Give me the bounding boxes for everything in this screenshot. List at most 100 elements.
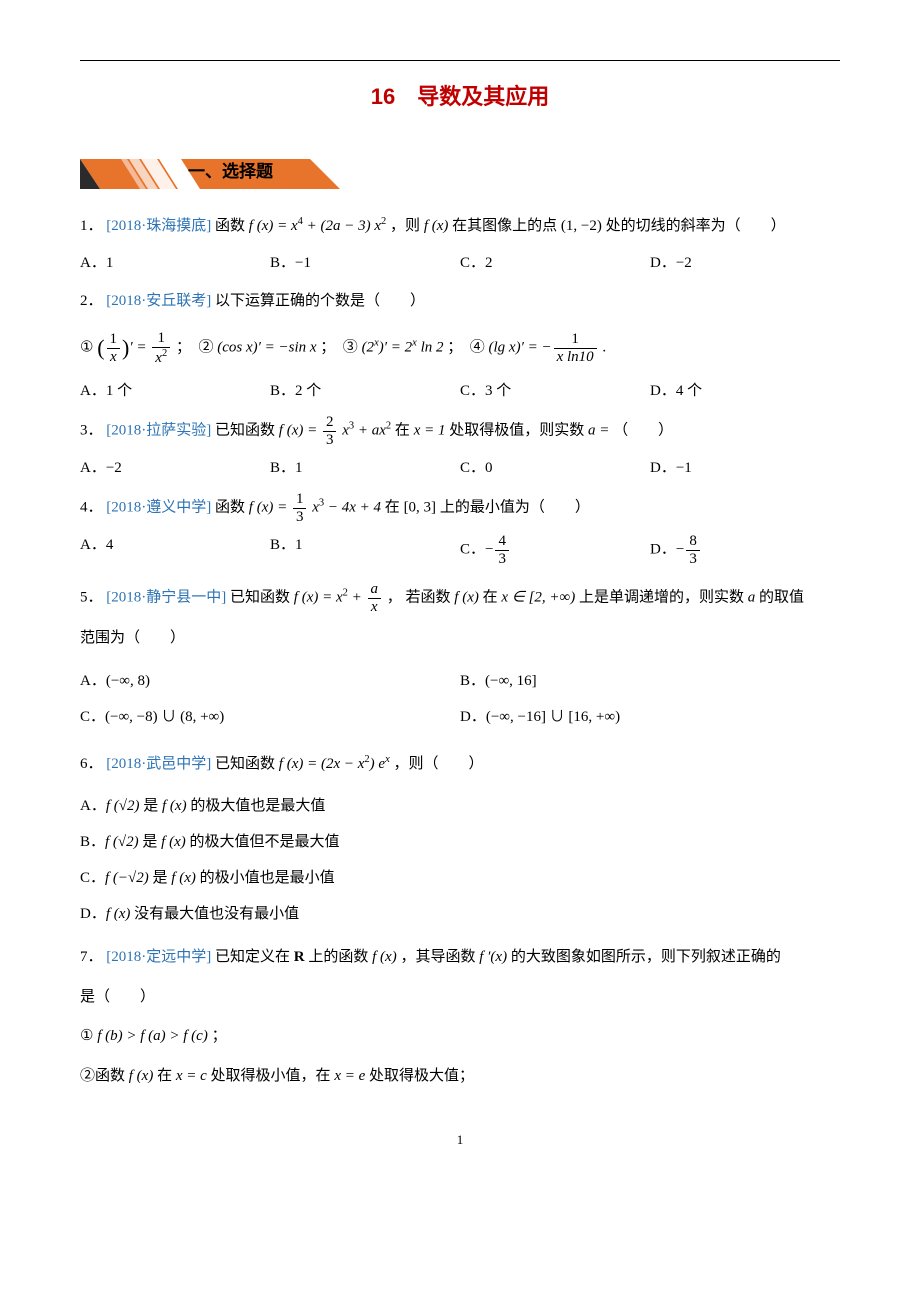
q6-opt-a: A．f (√2) 是 f (x) 的极大值也是最大值 [80, 788, 840, 824]
q1-text-b: ，则 [390, 218, 424, 234]
question-5: 5． [2018·静宁县一中] 已知函数 f (x) = x2 + ax ， 若… [80, 581, 840, 615]
q1-options: A．1 B．−1 C．2 D．−2 [80, 251, 840, 272]
q3-at: x = 1 [414, 423, 446, 439]
q7-stmt2: ②函数 f (x) 在 x = c 处取得极小值，在 x = e 处取得极大值； [80, 1061, 840, 1093]
q7-s2-mark: ②函数 [80, 1068, 129, 1084]
t1: 是 [149, 870, 172, 886]
q4-source: [2018·遵义中学] [106, 500, 211, 516]
num: 1 [293, 491, 307, 509]
q5-a: a [748, 590, 756, 606]
q3-after: x [338, 423, 348, 439]
den: 3 [323, 432, 337, 449]
q7-s2-fx: f (x) [129, 1068, 154, 1084]
q2-item1-mark: ① [80, 340, 93, 356]
q7-fpx: f ′(x) [479, 949, 507, 965]
q1-text-d: 处的切线的斜率为（ ） [606, 218, 786, 234]
chapter-title: 16 导数及其应用 [80, 79, 840, 111]
question-4: 4． [2018·遵义中学] 函数 f (x) = 13 x3 − 4x + 4… [80, 491, 840, 525]
den-exp: 2 [162, 348, 167, 359]
q1-exp2: 2 [381, 216, 386, 227]
question-1: 1． [2018·珠海摸底] 函数 f (x) = x4 + (2a − 3) … [80, 211, 840, 243]
q4-num: 4． [80, 500, 103, 516]
q5-opt-b: B．(−∞, 16] [460, 663, 840, 699]
q3-options: A．−2 B．1 C．0 D．−1 [80, 456, 840, 477]
q1-exp4: 4 [298, 216, 303, 227]
fx: f (x) [171, 870, 196, 886]
t2: 的极大值但不是最大值 [186, 834, 340, 850]
q6-options: A．f (√2) 是 f (x) 的极大值也是最大值 B．f (√2) 是 f … [80, 788, 840, 932]
lp: ( [97, 335, 104, 360]
den: x2 [152, 348, 170, 367]
page-number: 1 [80, 1132, 840, 1148]
q2-item4-frac: 1x ln10 [554, 331, 597, 365]
q5-source: [2018·静宁县一中] [106, 590, 226, 606]
q2-item2: (cos x)′ = −sin x [217, 340, 316, 356]
q7-s2-a: 在 [153, 1068, 176, 1084]
q6-source: [2018·武邑中学] [106, 756, 211, 772]
q2-opt-a: A．1 个 [80, 379, 270, 400]
q3-frac: 23 [323, 414, 337, 448]
q3-opt-c: C．0 [460, 456, 650, 477]
q4-d-frac: 83 [686, 533, 700, 567]
fx: f (x) [161, 834, 186, 850]
q1-opt-a: A．1 [80, 251, 270, 272]
q4-text-a: 函数 [215, 500, 249, 516]
q5-text-c: 在 [483, 590, 502, 606]
q7-fx: f (x) [372, 949, 397, 965]
q3-opt-b: B．1 [270, 456, 460, 477]
q2-item3-c: ln 2 [417, 340, 444, 356]
num: 8 [686, 533, 700, 551]
fx: f (x) [106, 906, 131, 922]
q6-num: 6． [80, 756, 103, 772]
den: x ln10 [554, 349, 597, 366]
q4-options: A．4 B．1 C．−43 D．−83 [80, 533, 840, 567]
q5-opt-c: C．(−∞, −8) ∪ (8, +∞) [80, 699, 460, 735]
q1-text-a: 函数 [215, 218, 249, 234]
den: 3 [293, 509, 307, 526]
den: 3 [495, 551, 509, 568]
q2-item4-a: (lg x)′ = − [489, 340, 552, 356]
q5-line2: 范围为（ ） [80, 623, 840, 655]
t2: 没有最大值也没有最小值 [130, 906, 299, 922]
q5-opt-d: D．(−∞, −16] ∪ [16, +∞) [460, 699, 840, 735]
q4-after: x [308, 500, 318, 516]
q4-interval: [0, 3] [404, 500, 437, 516]
q1-plus: + (2a − 3) x [307, 218, 381, 234]
q2-item3-a: (2 [362, 340, 375, 356]
q6-expx: x [385, 754, 390, 765]
q5-fx: f (x) = x [294, 590, 343, 606]
t1: 是 [139, 798, 162, 814]
q6-opt-c: C．f (−√2) 是 f (x) 的极小值也是最小值 [80, 860, 840, 896]
q7-stmt1: ① f (b) > f (a) > f (c) ； [80, 1021, 840, 1053]
q4-d-neg: − [676, 542, 684, 558]
q6-mid: ) e [370, 756, 385, 772]
q7-s2-b: 处取得极小值，在 [207, 1068, 335, 1084]
num: 4 [495, 533, 509, 551]
page: 16 导数及其应用 一、选择题 1． [2018·珠海摸底] 函数 f (x) … [0, 0, 920, 1188]
question-3: 3． [2018·拉萨实验] 已知函数 f (x) = 23 x3 + ax2 … [80, 414, 840, 448]
q7-text-c: ，其导函数 [400, 949, 479, 965]
q2-text: 以下运算正确的个数是（ ） [215, 293, 425, 309]
lbl: D． [80, 906, 106, 922]
question-6: 6． [2018·武邑中学] 已知函数 f (x) = (2x − x2) ex… [80, 749, 840, 781]
top-rule [80, 60, 840, 61]
t1: 是 [139, 834, 162, 850]
q7-text-a: 已知定义在 [215, 949, 294, 965]
q1-source: [2018·珠海摸底] [106, 218, 211, 234]
q5-num: 5． [80, 590, 103, 606]
lbl: C． [80, 870, 105, 886]
q4-c-frac: 43 [495, 533, 509, 567]
q1-opt-c: C．2 [460, 251, 650, 272]
q3-blank: （ ） [613, 423, 673, 439]
q2-options: A．1 个 B．2 个 C．3 个 D．4 个 [80, 379, 840, 400]
q1-fx: f (x) = x [249, 218, 298, 234]
q1-opt-d: D．−2 [650, 251, 840, 272]
f: f (√2) [106, 798, 140, 814]
f: f (√2) [105, 834, 139, 850]
t2: 的极小值也是最小值 [196, 870, 335, 886]
num: 2 [323, 414, 337, 432]
q7-line2: 是（ ） [80, 982, 840, 1014]
q4-c-prefix: C． [460, 542, 485, 558]
q2-opt-b: B．2 个 [270, 379, 460, 400]
q2-item1-lhs: 1x [107, 331, 121, 365]
